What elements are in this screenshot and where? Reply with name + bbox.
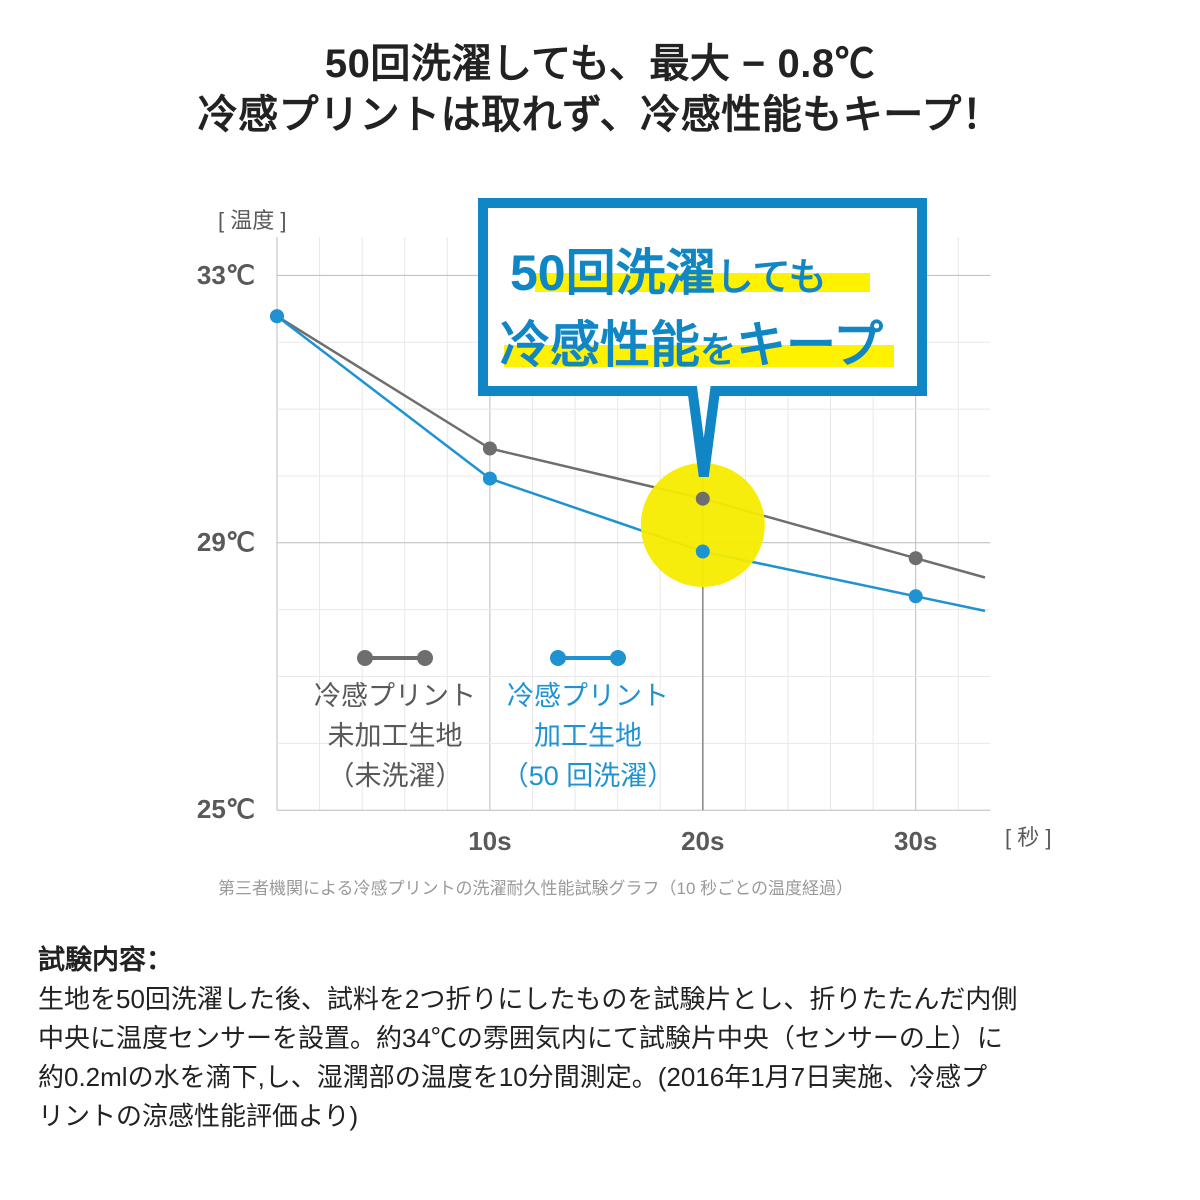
svg-text:20s: 20s	[681, 826, 724, 856]
svg-text:[ 温度 ]: [ 温度 ]	[218, 208, 286, 233]
svg-text:冷感性能をキープ: 冷感性能をキープ	[500, 317, 883, 373]
svg-text:33℃: 33℃	[197, 260, 255, 290]
svg-text:25℃: 25℃	[197, 794, 255, 824]
svg-text:30s: 30s	[894, 826, 937, 856]
svg-text:未加工生地: 未加工生地	[328, 721, 463, 751]
svg-text:冷感プリント: 冷感プリント	[507, 681, 669, 711]
svg-text:[ 秒 ]: [ 秒 ]	[1005, 825, 1051, 850]
svg-text:10s: 10s	[468, 826, 511, 856]
svg-text:（50 回洗濯）: （50 回洗濯）	[502, 761, 675, 791]
svg-text:加工生地: 加工生地	[534, 721, 642, 751]
svg-text:29℃: 29℃	[197, 527, 255, 557]
svg-text:（未洗濯）: （未洗濯）	[328, 761, 463, 791]
svg-text:冷感プリント: 冷感プリント	[314, 681, 476, 711]
